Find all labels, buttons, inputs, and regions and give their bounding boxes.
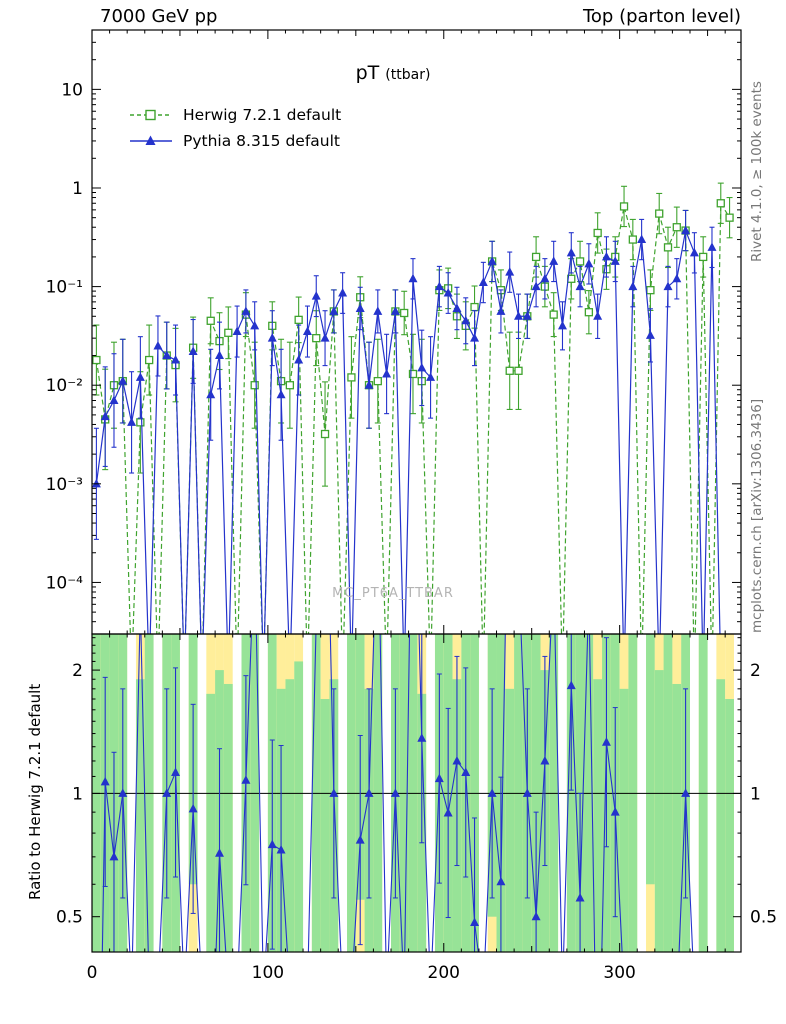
svg-text:0.5: 0.5	[56, 908, 83, 928]
legend-label-pythia: Pythia 8.315 default	[183, 132, 340, 150]
main-series	[92, 182, 734, 634]
pythia-marker-icon	[130, 135, 172, 145]
svg-text:10: 10	[61, 80, 83, 100]
svg-text:100: 100	[252, 963, 284, 983]
legend: Herwig 7.2.1 default Pythia 8.315 defaul…	[128, 102, 341, 154]
svg-text:300: 300	[603, 963, 635, 983]
plot-title-sub: (ttbar)	[385, 67, 431, 83]
legend-item-pythia: Pythia 8.315 default	[128, 128, 341, 154]
svg-text:10⁻²: 10⁻²	[46, 376, 83, 396]
svg-text:10⁻⁴: 10⁻⁴	[46, 573, 84, 593]
svg-text:200: 200	[428, 963, 460, 983]
svg-text:0.5: 0.5	[750, 908, 777, 928]
rivet-version-label: Rivet 4.1.0, ≥ 100k events	[749, 81, 765, 262]
axis-tick-labels: 10 1 10⁻¹ 10⁻² 10⁻³ 10⁻⁴ 0 100 200 300 0.5 0.5 1 1 2 2	[46, 80, 777, 983]
plot-title: pT (ttbar)	[0, 62, 786, 84]
svg-text:10⁻¹: 10⁻¹	[46, 278, 83, 298]
svg-text:2: 2	[72, 661, 83, 681]
series-pythia	[92, 209, 721, 634]
plot-title-main: pT	[355, 62, 380, 84]
watermark: MC_PT6A_TTBAR	[332, 586, 454, 601]
svg-text:1: 1	[72, 784, 83, 804]
svg-text:10⁻³: 10⁻³	[46, 475, 83, 495]
beam-energy-label: 7000 GeV pp	[100, 6, 218, 27]
svg-text:0: 0	[87, 963, 98, 983]
ratio-axis-label: Ratio to Herwig 7.2.1 default	[26, 683, 44, 900]
process-label: Top (parton level)	[582, 6, 741, 27]
herwig-marker-icon	[130, 109, 172, 121]
axis-ticks	[91, 29, 741, 952]
legend-label-herwig: Herwig 7.2.1 default	[183, 106, 342, 124]
svg-text:2: 2	[750, 661, 761, 681]
legend-item-herwig: Herwig 7.2.1 default	[128, 102, 341, 128]
svg-text:1: 1	[72, 179, 83, 199]
svg-text:1: 1	[750, 784, 761, 804]
